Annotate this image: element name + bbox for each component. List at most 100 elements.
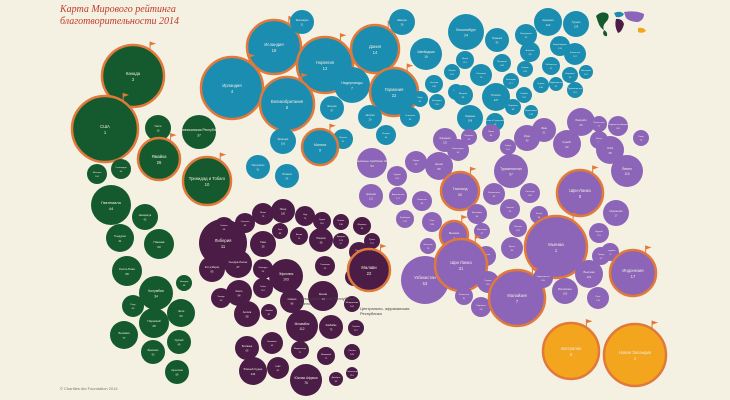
flag-icon [301, 73, 308, 78]
bubble-circle [633, 130, 649, 146]
country-label: Мадагаскар [294, 348, 307, 350]
rank-label: 58 [246, 315, 249, 319]
country-bubble: Монголия 101 [579, 65, 593, 79]
bubble-circle [319, 315, 343, 339]
country-bubble: Таиланд 30 [439, 166, 481, 212]
rank-label: 77 [598, 126, 601, 128]
rank-label: 43 [271, 345, 274, 347]
country-label: Азербайджан [553, 43, 567, 46]
country-bubble: Лесото 105 [344, 344, 360, 360]
flag-icon [645, 245, 652, 250]
country-bubble: Намибия 43 [261, 332, 283, 354]
country-bubble: Латвия 124 [444, 64, 460, 80]
rank-label: 50 [220, 300, 223, 302]
country-label: Филиппины [488, 191, 500, 194]
bubble-circle [261, 304, 277, 320]
country-label: Канада [126, 71, 141, 76]
rank-label: 136 [539, 87, 543, 89]
rank-label: 82 [277, 370, 280, 372]
country-label: Мьянма [449, 231, 460, 235]
bubble-circle [111, 159, 131, 179]
rank-label: 29 [369, 118, 372, 121]
country-label: Монголия [477, 229, 488, 231]
rank-label: 81 [342, 141, 345, 143]
bubble-circle [447, 139, 469, 161]
bubble-circle [562, 67, 578, 83]
country-label: Нигер [280, 208, 287, 211]
country-bubble: Сербия 120 [516, 87, 532, 103]
rank-label: 100 [281, 212, 286, 215]
country-label: Индия [413, 160, 420, 162]
rank-label: 134 [251, 372, 256, 376]
bubble-circle [425, 75, 443, 93]
country-label: Танзания [320, 264, 330, 266]
bubble-circle [295, 206, 315, 226]
bubble-circle [167, 330, 191, 354]
country-label: Португалия [252, 164, 266, 167]
bubble-circle [410, 38, 442, 70]
rank-label: 102 [350, 306, 354, 308]
country-bubble: Монголия 37 [474, 223, 490, 239]
country-label: Джибути [332, 377, 341, 379]
rank-label: 54 [286, 177, 289, 180]
bubble-circle [261, 332, 283, 354]
bubble-circle [389, 9, 415, 35]
flag-icon [150, 41, 157, 46]
rank-label: 113 [463, 62, 467, 64]
region-asia: Иордания125Израиль60Ливан85Сирия114Ирак4… [348, 108, 658, 328]
rank-label: 30 [458, 193, 462, 197]
country-bubble: Черногория 133 [524, 105, 538, 119]
country-label: Малайзия [507, 293, 527, 298]
rank-label: 84 [457, 152, 460, 154]
bubble-circle [467, 204, 487, 224]
country-label: Ангола [243, 310, 252, 314]
bubble-circle [592, 247, 610, 265]
rank-label: 6 [286, 105, 289, 110]
country-label: Монголия [581, 70, 592, 72]
country-label: Люксембург [456, 28, 477, 32]
bubble-circle [503, 73, 519, 89]
country-label: Бангладеш [452, 148, 464, 150]
country-bubble: Туркменистан 119 [567, 82, 583, 98]
country-label: Шри Ланка [450, 260, 472, 265]
country-label: Сомали [288, 298, 297, 301]
country-label: Маврикий [321, 353, 332, 356]
bubble-circle [139, 276, 173, 310]
country-bubble: Грузия 136 [533, 77, 549, 93]
country-label: Йемен [622, 167, 632, 171]
bubble-circle [524, 105, 538, 119]
country-label: Армения [366, 193, 377, 196]
country-bubble: Чад 70 [295, 206, 315, 226]
country-label: Сьерра-Леоне [229, 260, 248, 264]
rank-label: 7 [516, 299, 519, 304]
country-label: Тринидад и Тобаго [189, 176, 226, 181]
country-label: Япония [514, 226, 522, 228]
rank-label: 19 [321, 297, 325, 301]
rank-label: 26 [509, 211, 512, 213]
country-label: Болгария [506, 79, 516, 81]
country-label: Киргизия [476, 305, 486, 307]
country-label: Замбия [265, 310, 273, 312]
bubble-circle [509, 219, 527, 237]
country-label: Мавритания [346, 302, 359, 304]
country-label: Шри-Ланка [569, 188, 591, 193]
rank-label: 78 [427, 248, 430, 250]
country-label: Ирак [524, 134, 531, 138]
rank-label: 38 [320, 241, 323, 244]
rank-label: 9 [319, 149, 321, 153]
rank-label: 64 [385, 137, 388, 139]
bubble-circle [493, 54, 511, 72]
country-label: Уганда [218, 296, 226, 298]
country-label: Сальвадор [115, 167, 127, 169]
rank-label: 76 [304, 381, 308, 385]
country-bubble: Нидерланды 7 [334, 67, 370, 103]
country-bubble: Перу 80 [122, 295, 144, 317]
country-label: Испания [282, 173, 292, 176]
bubble-circle [412, 191, 432, 211]
